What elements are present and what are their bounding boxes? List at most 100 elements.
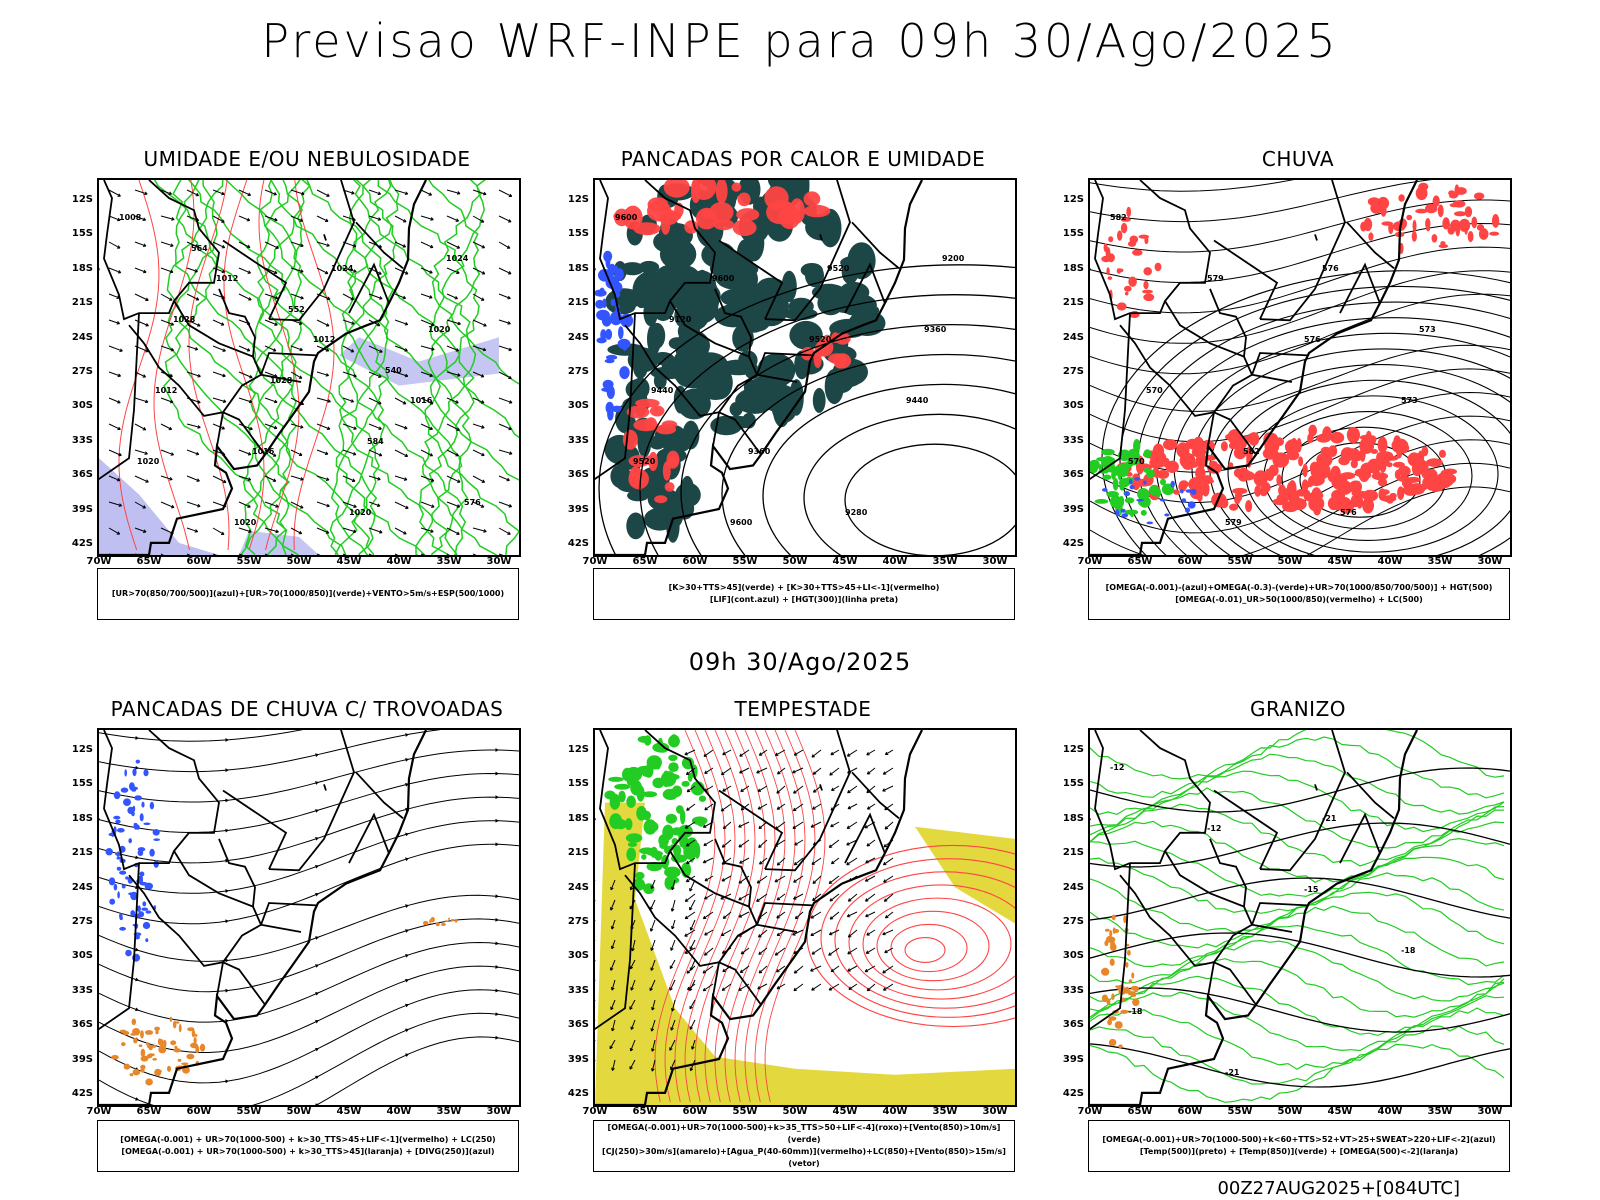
- wind-vector: [690, 959, 696, 971]
- wind-vector-head: [830, 823, 834, 828]
- wind-vector: [316, 267, 329, 275]
- wind-vector: [368, 527, 383, 534]
- latitude-tick-label: 18S: [567, 262, 589, 274]
- wind-vector-head: [670, 947, 674, 951]
- wind-vector: [134, 475, 149, 483]
- wind-vector-head: [720, 808, 725, 812]
- wind-vector-head: [145, 297, 149, 302]
- thunderstorm-orange-area: [429, 919, 432, 924]
- wind-vector: [498, 293, 511, 299]
- wind-vector: [420, 345, 435, 351]
- wind-vector-head: [650, 1068, 655, 1072]
- wind-vector: [394, 241, 406, 248]
- wind-vector: [238, 371, 253, 379]
- thunderstorm-blue-area: [132, 768, 137, 777]
- wind-vector: [134, 319, 149, 327]
- wind-vector-head: [689, 927, 694, 931]
- wind-vector-head: [704, 877, 709, 882]
- hail-orange-area: [1114, 929, 1120, 933]
- wind-vector: [472, 449, 485, 456]
- longitude-tick-label: 40W: [882, 556, 908, 567]
- wind-vector-head: [168, 426, 173, 431]
- wind-vector: [847, 803, 858, 810]
- wind-vector-head: [247, 270, 251, 274]
- wind-vector-head: [430, 322, 435, 327]
- map-canvas: 1008101210121016102010201024102010121016…: [99, 180, 519, 555]
- wind-vector-head: [117, 373, 121, 378]
- humidity-green-contour: [348, 180, 475, 555]
- wind-green-area: [676, 805, 684, 814]
- thunderstorm-orange-area: [140, 1067, 145, 1073]
- thunderstorm-blue-area: [153, 860, 159, 868]
- wind-green-area: [643, 821, 659, 833]
- latitude-tick-label: 27S: [567, 916, 589, 928]
- thunderstorm-blue-area: [119, 870, 127, 875]
- wind-vector: [670, 1019, 676, 1031]
- wind-vector: [776, 803, 786, 810]
- wind-vector: [186, 267, 198, 273]
- longitude-tick-label: 45W: [832, 556, 858, 567]
- longitude-tick-label: 70W: [582, 1106, 608, 1117]
- rain-red-area: [1473, 192, 1485, 200]
- wind-vector: [420, 527, 434, 533]
- wind-vector: [739, 767, 750, 774]
- wind-vector-head: [882, 771, 887, 775]
- wind-vector-head: [272, 453, 277, 457]
- wind-vector-head: [430, 529, 434, 533]
- wind-vector-head: [325, 348, 330, 352]
- wind-vector-head: [813, 789, 817, 793]
- rain-red-area: [1298, 456, 1304, 467]
- wind-vector: [865, 875, 876, 882]
- rain-blue-area: [1190, 488, 1197, 495]
- wind-vector: [316, 553, 321, 555]
- wind-vector: [776, 911, 786, 919]
- rain-red-area: [1143, 293, 1155, 302]
- wind-vector: [651, 999, 656, 1011]
- wind-vector-head: [864, 878, 869, 882]
- rain-blue-area: [1128, 479, 1133, 485]
- heat-instability-red: [803, 191, 821, 207]
- wind-vector-head: [828, 844, 833, 848]
- political-border: [669, 838, 752, 908]
- wind-vector: [342, 397, 354, 403]
- wind-vector-head: [758, 970, 763, 974]
- wind-vector-head: [456, 191, 461, 195]
- political-border: [718, 239, 784, 320]
- contour-label: -18: [1401, 946, 1416, 955]
- political-border: [128, 874, 224, 967]
- wind-vector-head: [610, 987, 615, 991]
- political-border: [268, 180, 355, 322]
- wind-vector: [498, 345, 512, 351]
- wind-vector-head: [275, 504, 279, 508]
- thunderstorm-orange-area: [152, 1058, 157, 1061]
- hail-orange-area: [1109, 958, 1115, 966]
- thunderstorm-blue-area: [129, 786, 139, 791]
- wind-vector-head: [792, 807, 797, 812]
- wind-vector-head: [300, 295, 304, 300]
- rain-red-area: [1449, 203, 1459, 208]
- wind-vector-head: [739, 969, 744, 974]
- thunderstorm-orange-area: [191, 1029, 196, 1038]
- wind-vector-head: [195, 451, 200, 456]
- wind-vector-head: [194, 347, 199, 351]
- wind-vector-head: [455, 348, 460, 352]
- wind-vector: [611, 979, 616, 991]
- wind-vector: [720, 803, 732, 812]
- thunderstorm-blue-area: [152, 829, 160, 836]
- latitude-tick-label: 30S: [567, 950, 589, 962]
- thunderstorm-orange-area: [146, 1054, 153, 1059]
- thickness-red-contour: [293, 180, 335, 551]
- wind-vector: [722, 785, 732, 792]
- wind-vector: [650, 919, 656, 932]
- longitude-tick-label: 55W: [1227, 556, 1253, 567]
- wind-vector-head: [722, 751, 726, 756]
- wind-vector-head: [221, 426, 225, 430]
- wind-vector: [793, 875, 804, 883]
- streamline: [1090, 222, 1510, 284]
- wind-vector: [134, 397, 149, 403]
- political-border: [1251, 352, 1309, 376]
- humidity-green-contour: [341, 180, 467, 555]
- wind-vector-head: [506, 245, 511, 249]
- wind-vector-head: [222, 348, 226, 352]
- legend-line: [OMEGA(-0.001) + UR>70(1000-500) + k>30_…: [120, 1135, 496, 1144]
